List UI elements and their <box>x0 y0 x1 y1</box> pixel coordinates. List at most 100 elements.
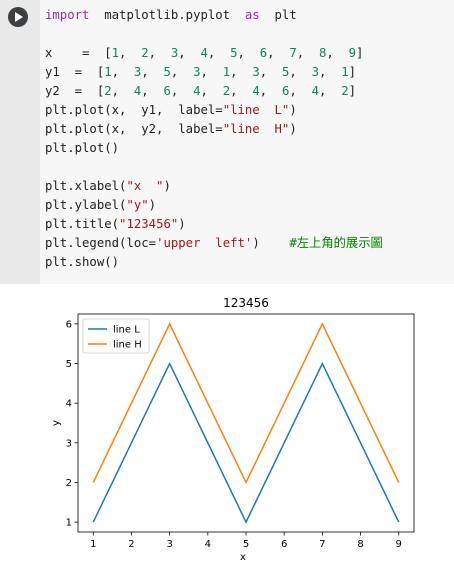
code-token: , <box>178 46 201 60</box>
code-token-str: "123456" <box>119 217 179 231</box>
x-tick-label: 1 <box>90 539 96 550</box>
x-tick-label: 5 <box>243 539 249 550</box>
code-token: , <box>207 46 231 60</box>
code-token-num: 2 <box>222 84 231 98</box>
code-token: , <box>267 46 290 60</box>
legend-entry: line H <box>113 340 142 351</box>
code-token-num: 2 <box>104 84 112 98</box>
code-token: plt.title( <box>45 217 120 231</box>
y-tick-label: 2 <box>66 478 72 489</box>
code-token-num: 6 <box>163 84 171 98</box>
y-tick-label: 6 <box>66 319 72 330</box>
code-token: matplotlib.pyplot <box>89 8 245 22</box>
code-token: y2 = [ <box>45 84 105 98</box>
y-tick-label: 5 <box>66 359 72 370</box>
x-axis: 1 2 3 4 5 6 7 8 9 <box>90 532 402 550</box>
x-tick-label: 4 <box>205 539 211 550</box>
code-token: plt.show() <box>45 255 120 269</box>
code-token: , <box>148 46 171 60</box>
x-tick-label: 6 <box>281 539 287 550</box>
code-token: , <box>141 84 164 98</box>
code-token-num: 4 <box>133 84 142 98</box>
code-token-str: 'upper left' <box>156 236 253 250</box>
code-token: , <box>170 84 194 98</box>
code-token: ] <box>356 46 364 60</box>
code-line: plt.plot(x, y1, label="line L") <box>45 101 383 120</box>
code-line: plt.show() <box>45 253 383 272</box>
series-lines <box>92 322 400 524</box>
code-token: ) <box>163 179 171 193</box>
code-token: plt.plot(x, y2, label= <box>45 122 223 136</box>
code-token: x = [ <box>45 46 112 60</box>
code-token-kw: as <box>244 8 260 22</box>
code-token: ) <box>178 217 186 231</box>
code-token-num: 3 <box>311 65 320 79</box>
run-cell-button[interactable] <box>8 7 28 27</box>
code-token: , <box>289 65 312 79</box>
code-token: y1 = [ <box>45 65 105 79</box>
code-token-num: 4 <box>311 84 320 98</box>
code-token-num: 3 <box>170 46 179 60</box>
code-token: , <box>230 65 253 79</box>
code-token-num: 4 <box>193 84 201 98</box>
x-tick-label: 8 <box>357 539 363 550</box>
code-line <box>45 25 383 44</box>
x-tick-label: 9 <box>396 539 402 550</box>
legend-entry: line L <box>113 325 140 336</box>
code-token-num: 7 <box>289 46 297 60</box>
code-line: x = [1, 2, 3, 4, 5, 6, 7, 8, 9] <box>45 44 383 63</box>
chart-title: 123456 <box>223 296 269 310</box>
code-token-num: 4 <box>200 46 208 60</box>
y-axis: 1 2 3 4 5 6 <box>66 319 78 529</box>
y-tick-label: 1 <box>66 518 72 529</box>
code-token-num: 5 <box>230 46 238 60</box>
code-token: , <box>237 46 260 60</box>
code-line <box>45 158 383 177</box>
x-axis-label: x <box>240 552 246 563</box>
code-line: import matplotlib.pyplot as plt <box>45 6 383 25</box>
code-token-num: 1 <box>104 65 112 79</box>
y-axis-label: y <box>51 420 62 426</box>
code-token-num: 1 <box>341 65 349 79</box>
code-cell[interactable]: import matplotlib.pyplot as plt x = [1, … <box>0 0 454 284</box>
code-token-num: 9 <box>348 46 357 60</box>
code-token: , <box>259 65 282 79</box>
code-token: , <box>230 84 253 98</box>
code-token: , <box>326 46 349 60</box>
y-tick-label: 3 <box>66 438 72 449</box>
code-token: , <box>170 65 194 79</box>
code-token: , <box>289 84 312 98</box>
line-chart: 1 2 3 4 5 6 1 2 3 4 5 6 1 2 3 4 5 6 7 8 9 x y line L line H <box>51 296 415 563</box>
code-line: y1 = [1, 3, 5, 3, 1, 3, 5, 3, 1] <box>45 63 383 82</box>
code-token: plt.ylabel( <box>45 198 127 212</box>
code-line: plt.plot(x, y2, label="line H") <box>45 120 383 139</box>
y-tick-label: 4 <box>66 399 72 410</box>
play-icon <box>15 12 23 22</box>
code-token-num: 6 <box>259 46 268 60</box>
code-token-num: 4 <box>252 84 260 98</box>
code-line: plt.xlabel("x ") <box>45 177 383 196</box>
code-token-num: 5 <box>281 65 290 79</box>
code-token-num: 3 <box>193 65 201 79</box>
code-token-num: 1 <box>111 46 120 60</box>
code-token: , <box>259 84 282 98</box>
code-token: , <box>200 65 223 79</box>
series-line-L <box>92 361 400 524</box>
code-token: ) <box>252 236 290 250</box>
code-token-num: 5 <box>163 65 171 79</box>
code-token-num: 3 <box>252 65 260 79</box>
code-token-num: 2 <box>341 84 349 98</box>
code-token: , <box>319 84 342 98</box>
cell-output: 1 2 3 4 5 6 1 2 3 4 5 6 1 2 3 4 5 6 7 8 9 x y line L line H <box>0 284 454 578</box>
code-editor[interactable]: import matplotlib.pyplot as plt x = [1, … <box>45 6 383 272</box>
code-token: , <box>296 46 320 60</box>
code-line: plt.plot() <box>45 139 383 158</box>
code-token: , <box>319 65 342 79</box>
x-tick-label: 7 <box>319 539 325 550</box>
code-line: plt.ylabel("y") <box>45 196 383 215</box>
code-token: , <box>111 84 134 98</box>
code-token: plt.legend(loc= <box>45 236 157 250</box>
code-token-kw: import <box>45 8 90 22</box>
code-token-str: "line H" <box>222 122 290 136</box>
code-token: , <box>119 46 142 60</box>
